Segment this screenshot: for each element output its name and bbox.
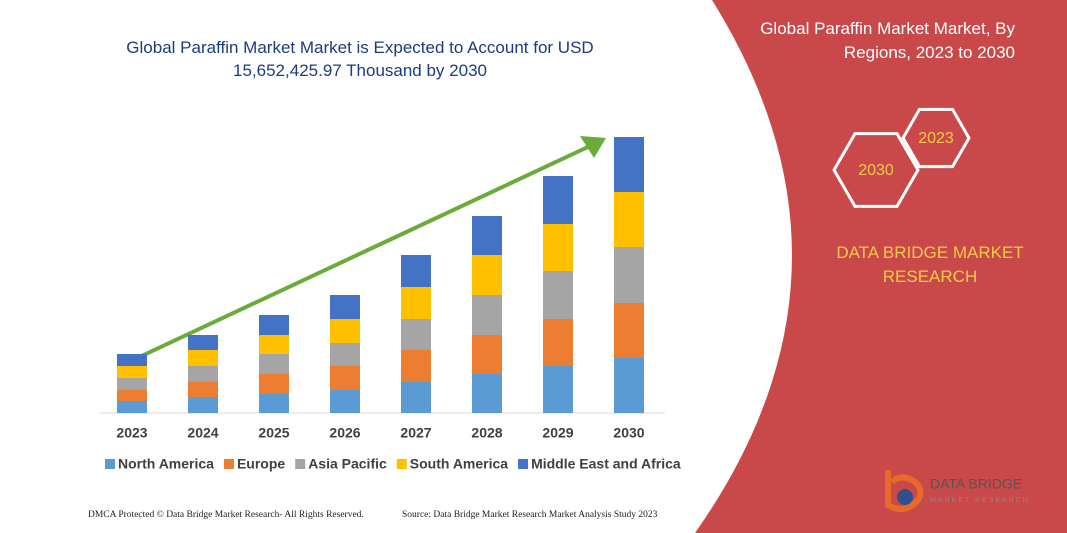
bar-segment xyxy=(472,374,502,413)
x-tick-label: 2026 xyxy=(329,425,360,441)
x-tick-label: 2024 xyxy=(187,425,218,441)
bar-segment xyxy=(117,354,147,366)
legend-label: Europe xyxy=(237,456,285,472)
legend-label: North America xyxy=(118,456,214,472)
bar-segment xyxy=(543,176,573,224)
trend-arrow xyxy=(117,144,591,369)
logo-name: DATA BRIDGE xyxy=(930,476,1022,492)
brand: DATA BRIDGE MARKET RESEARCH xyxy=(836,243,1024,286)
chart-title: Global Paraffin Market Market is Expecte… xyxy=(126,38,594,80)
bar-segment xyxy=(330,366,360,390)
hexagon xyxy=(901,107,971,169)
bar-segment xyxy=(401,319,431,350)
bar-segment xyxy=(259,374,289,394)
bar-segment xyxy=(472,335,502,374)
legend-label: Middle East and Africa xyxy=(531,456,681,472)
logo: DATA BRIDGE MARKET RESEARCH xyxy=(885,470,1030,512)
bar-segment xyxy=(330,343,360,366)
bar-segment xyxy=(614,247,644,303)
bar-segment xyxy=(259,335,289,354)
hexagon-label: 2030 xyxy=(858,162,894,179)
bar-segment xyxy=(401,255,431,287)
legend-swatch xyxy=(105,459,115,469)
bar-segment xyxy=(543,366,573,413)
bar-segment xyxy=(188,366,218,382)
legend-label: South America xyxy=(410,456,508,472)
bar-segment xyxy=(401,287,431,319)
bar-segment xyxy=(614,192,644,247)
side-panel xyxy=(695,0,1067,533)
legend-swatch xyxy=(295,459,306,469)
bar-segment xyxy=(472,295,502,335)
bar-segment xyxy=(614,137,644,192)
logo-tagline: MARKET RESEARCH xyxy=(930,497,1030,504)
legend-swatch xyxy=(518,459,529,469)
bar-segment xyxy=(259,315,289,335)
legend-swatch xyxy=(223,459,234,469)
bar-segment xyxy=(401,382,431,413)
legend-swatch xyxy=(396,459,407,469)
bar-segment xyxy=(117,401,147,413)
bar-segment xyxy=(117,366,147,378)
x-tick-label: 2028 xyxy=(471,425,502,441)
panel-title: Global Paraffin Market Market, By Region… xyxy=(760,19,1015,62)
bar-segment xyxy=(330,319,360,343)
bar-segment xyxy=(188,350,218,366)
bar-segment xyxy=(259,354,289,374)
bar-segment xyxy=(117,378,147,390)
bar-segment xyxy=(330,390,360,413)
bar-segment xyxy=(188,335,218,350)
bar-segment xyxy=(614,303,644,358)
bar-segment xyxy=(188,382,218,397)
bar-segment xyxy=(259,394,289,413)
bar-segment xyxy=(117,390,147,401)
footer-right: Source: Data Bridge Market Research Mark… xyxy=(402,510,658,520)
x-tick-label: 2029 xyxy=(542,425,573,441)
legend-label: Asia Pacific xyxy=(308,456,387,472)
bar-segment xyxy=(543,319,573,366)
arrow-head xyxy=(580,136,606,158)
bar-segment xyxy=(543,224,573,271)
x-tick-label: 2023 xyxy=(116,425,147,441)
bar-segment xyxy=(188,397,218,413)
hexagon-label: 2023 xyxy=(918,130,954,147)
bar-segment xyxy=(472,255,502,295)
footer-left: DMCA Protected © Data Bridge Market Rese… xyxy=(88,509,364,520)
hexagon xyxy=(832,132,920,208)
bar-segment xyxy=(401,350,431,382)
x-tick-label: 2027 xyxy=(400,425,431,441)
bar-segment xyxy=(330,295,360,319)
x-tick-label: 2030 xyxy=(613,425,644,441)
bar-segment xyxy=(543,271,573,319)
x-tick-label: 2025 xyxy=(258,425,289,441)
bar-segment xyxy=(472,216,502,255)
bar-segment xyxy=(614,358,644,413)
